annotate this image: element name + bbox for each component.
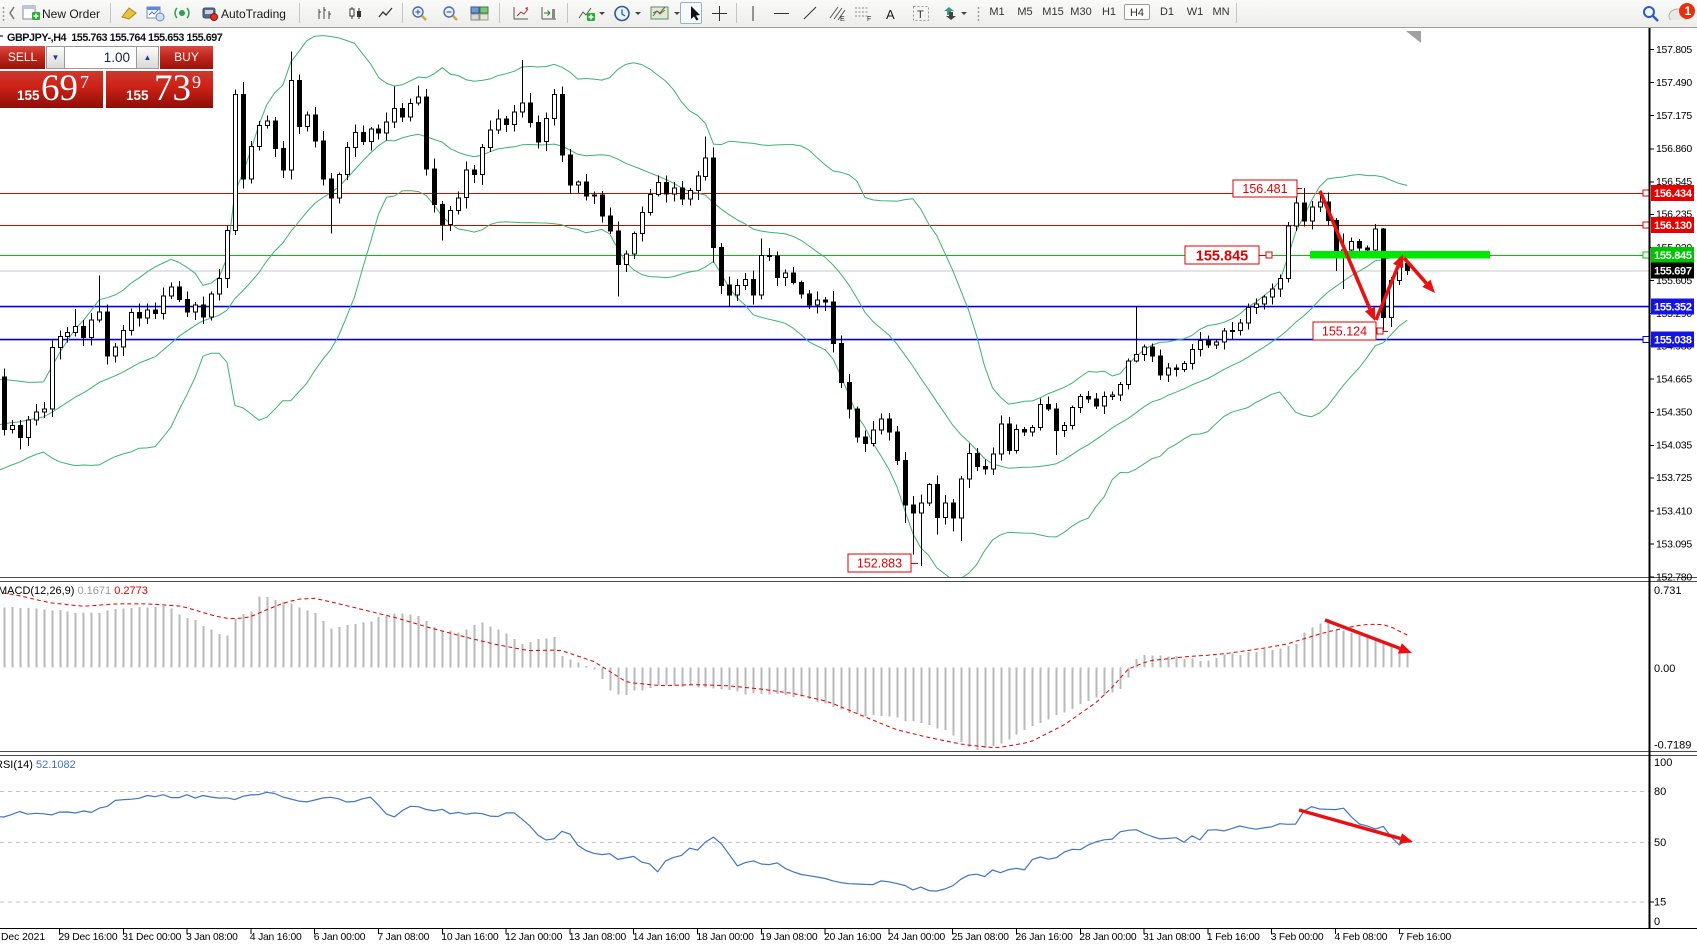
svg-text:152.883: 152.883 bbox=[857, 557, 902, 571]
svg-text:1: 1 bbox=[1685, 4, 1692, 18]
svg-text:155.038: 155.038 bbox=[1654, 335, 1692, 347]
svg-text:154.350: 154.350 bbox=[1656, 407, 1692, 419]
svg-text:156.434: 156.434 bbox=[1654, 188, 1693, 200]
svg-text:24 Jan 00:00: 24 Jan 00:00 bbox=[888, 932, 946, 943]
svg-text:0.00: 0.00 bbox=[1654, 663, 1675, 675]
svg-text:156.130: 156.130 bbox=[1654, 220, 1692, 232]
svg-text:80: 80 bbox=[1654, 786, 1666, 798]
svg-text:157.490: 157.490 bbox=[1656, 77, 1692, 89]
svg-text:12 Jan 00:00: 12 Jan 00:00 bbox=[505, 932, 563, 943]
svg-text:14 Jan 16:00: 14 Jan 16:00 bbox=[633, 932, 691, 943]
svg-text:4 Feb 08:00: 4 Feb 08:00 bbox=[1335, 932, 1388, 943]
svg-text:3 Feb 00:00: 3 Feb 00:00 bbox=[1271, 932, 1324, 943]
svg-text:E: E bbox=[840, 16, 845, 22]
svg-text:13 Jan 08:00: 13 Jan 08:00 bbox=[569, 932, 627, 943]
svg-text:31 Dec 00:00: 31 Dec 00:00 bbox=[122, 932, 181, 943]
svg-text:18 Jan 00:00: 18 Jan 00:00 bbox=[697, 932, 755, 943]
svg-text:156.860: 156.860 bbox=[1656, 143, 1692, 155]
svg-text:6 Jan 00:00: 6 Jan 00:00 bbox=[314, 932, 366, 943]
svg-text:154.665: 154.665 bbox=[1656, 374, 1692, 386]
svg-text:-0.7189: -0.7189 bbox=[1654, 740, 1691, 752]
svg-text:Dec 2021: Dec 2021 bbox=[1, 932, 45, 943]
svg-text:7 Feb 16:00: 7 Feb 16:00 bbox=[1398, 932, 1451, 943]
svg-text:4 Jan 16:00: 4 Jan 16:00 bbox=[250, 932, 302, 943]
svg-text:156.481: 156.481 bbox=[1242, 182, 1287, 196]
svg-text:157.175: 157.175 bbox=[1656, 110, 1692, 122]
svg-text:154.035: 154.035 bbox=[1656, 440, 1692, 452]
svg-text:10 Jan 16:00: 10 Jan 16:00 bbox=[441, 932, 499, 943]
svg-text:155.124: 155.124 bbox=[1322, 325, 1367, 339]
svg-text:31 Jan 08:00: 31 Jan 08:00 bbox=[1143, 932, 1201, 943]
svg-text:28 Jan 00:00: 28 Jan 00:00 bbox=[1079, 932, 1137, 943]
svg-text:25 Jan 08:00: 25 Jan 08:00 bbox=[952, 932, 1010, 943]
svg-text:155.697: 155.697 bbox=[1654, 265, 1692, 277]
svg-text:15: 15 bbox=[1654, 897, 1666, 909]
svg-text:7 Jan 08:00: 7 Jan 08:00 bbox=[378, 932, 430, 943]
svg-text:20 Jan 16:00: 20 Jan 16:00 bbox=[824, 932, 882, 943]
svg-text:T: T bbox=[917, 9, 924, 21]
svg-text:29 Dec 16:00: 29 Dec 16:00 bbox=[59, 932, 118, 943]
svg-text:153.410: 153.410 bbox=[1656, 505, 1692, 517]
svg-text:155.352: 155.352 bbox=[1654, 302, 1692, 314]
svg-text:50: 50 bbox=[1654, 837, 1666, 849]
svg-text:155.845: 155.845 bbox=[1654, 250, 1692, 262]
svg-text:26 Jan 16:00: 26 Jan 16:00 bbox=[1016, 932, 1074, 943]
svg-text:153.095: 153.095 bbox=[1656, 538, 1692, 550]
svg-text:0.731: 0.731 bbox=[1654, 585, 1682, 597]
svg-text:153.725: 153.725 bbox=[1656, 472, 1692, 484]
svg-text:152.780: 152.780 bbox=[1656, 572, 1692, 584]
svg-text:157.805: 157.805 bbox=[1656, 44, 1692, 56]
svg-text:1 Feb 16:00: 1 Feb 16:00 bbox=[1207, 932, 1260, 943]
svg-text:155.845: 155.845 bbox=[1196, 249, 1248, 265]
svg-text:19 Jan 08:00: 19 Jan 08:00 bbox=[760, 932, 818, 943]
svg-text:F: F bbox=[867, 16, 871, 22]
svg-text:100: 100 bbox=[1654, 757, 1672, 769]
svg-text:3 Jan 08:00: 3 Jan 08:00 bbox=[186, 932, 238, 943]
svg-text:0: 0 bbox=[1654, 916, 1660, 928]
